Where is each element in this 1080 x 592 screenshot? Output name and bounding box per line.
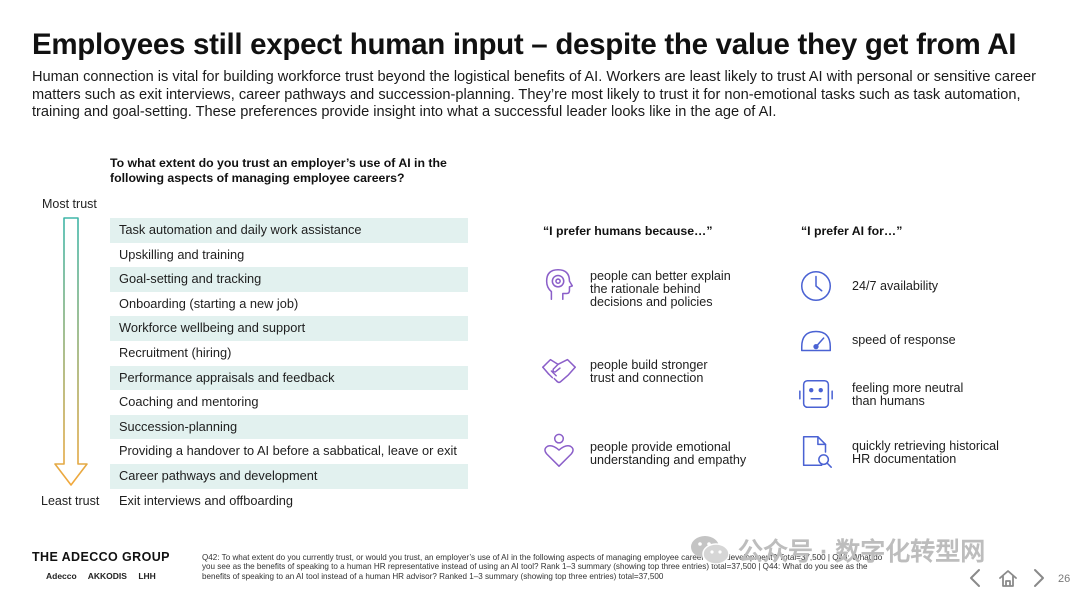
brand-akkodis: AKKODIS xyxy=(87,571,127,581)
speedometer-icon xyxy=(800,330,832,352)
home-icon[interactable] xyxy=(997,567,1019,589)
ai-reason-2: speed of response xyxy=(852,333,956,347)
least-trust-label: Least trust xyxy=(41,494,100,508)
next-page-icon[interactable] xyxy=(1030,566,1048,590)
ai-reason-3: feeling more neutral than humans xyxy=(852,381,964,408)
intro-paragraph: Human connection is vital for building w… xyxy=(32,69,1036,121)
page-title: Employees still expect human input – des… xyxy=(32,28,1017,61)
person-heart-icon xyxy=(544,433,574,467)
robot-icon xyxy=(799,379,833,409)
humans-reason-3: people provide emotional understanding a… xyxy=(590,440,747,467)
trust-item: Career pathways and development xyxy=(110,463,468,489)
trust-item: Coaching and mentoring xyxy=(119,394,259,410)
trust-item: Exit interviews and offboarding xyxy=(119,492,294,508)
survey-footnote: Q42: To what extent do you currently tru… xyxy=(202,553,883,581)
trust-item: Upskilling and training xyxy=(119,246,245,262)
trust-item: Providing a handover to AI before a sabb… xyxy=(119,443,457,459)
company-logo: THE ADECCO GROUP xyxy=(32,550,170,564)
brand-logos: Adecco AKKODIS LHH xyxy=(46,571,165,581)
brand-lhh: LHH xyxy=(138,571,156,581)
head-profile-icon xyxy=(545,268,574,300)
watermark: 公众号 · 数字化转型网 xyxy=(688,530,985,570)
ai-reason-4: quickly retrieving historical HR documen… xyxy=(852,439,999,466)
trust-item: Recruitment (hiring) xyxy=(119,344,232,360)
trust-item: Workforce wellbeing and support xyxy=(110,316,468,341)
document-search-icon xyxy=(802,436,832,468)
ai-reason-1: 24/7 availability xyxy=(852,279,939,293)
most-trust-label: Most trust xyxy=(42,197,97,211)
trust-gradient-arrow-icon xyxy=(54,217,88,486)
brand-adecco: Adecco xyxy=(46,571,77,581)
page-number: 26 xyxy=(1058,573,1071,585)
prefer-ai-heading: “I prefer AI for…” xyxy=(801,224,903,238)
clock-icon xyxy=(800,270,832,302)
previous-page-icon[interactable] xyxy=(966,566,984,590)
watermark-text: 公众号 · 数字化转型网 xyxy=(738,538,986,566)
trust-ranking-list: Task automation and daily work assistanc… xyxy=(110,218,468,513)
prefer-humans-heading: “I prefer humans because…” xyxy=(543,224,713,238)
trust-item: Succession-planning xyxy=(110,414,468,440)
humans-reason-2: people build stronger trust and connecti… xyxy=(590,358,708,385)
trust-question: To what extent do you trust an employer’… xyxy=(110,156,447,185)
wechat-icon xyxy=(691,536,730,565)
trust-item: Goal-setting and tracking xyxy=(110,267,468,292)
handshake-icon xyxy=(542,358,576,384)
trust-item: Performance appraisals and feedback xyxy=(110,365,468,391)
trust-item: Task automation and daily work assistanc… xyxy=(110,218,468,243)
trust-item: Onboarding (starting a new job) xyxy=(119,295,299,311)
humans-reason-1: people can better explain the rationale … xyxy=(590,269,731,309)
